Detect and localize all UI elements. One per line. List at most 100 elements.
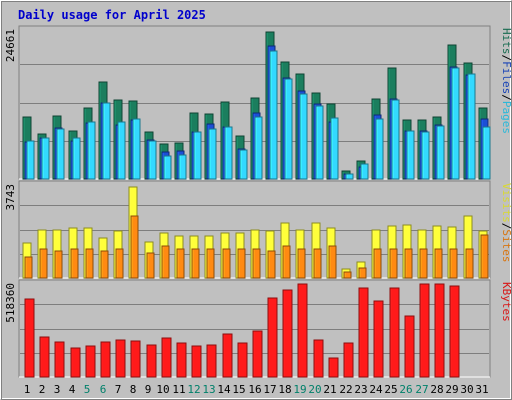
bar-sites-day-2 [39,248,48,279]
bar-pages [72,137,81,180]
x-tick-label: 27 [415,383,428,396]
bar-sites-day-9 [146,252,155,279]
bar-sites-day-30 [465,248,474,279]
y-max-label: 518360 [4,283,17,323]
bar-pages [436,125,445,180]
bar-kbytes [85,345,96,378]
x-tick-label: 21 [323,383,336,396]
bar-kbytes-day-5 [85,345,96,378]
legend-visits: Visits [500,183,512,223]
bar-sites-day-10 [161,245,170,279]
bar-pages-day-26 [406,130,415,180]
bar-pages-day-24 [375,118,384,180]
bar-sites-day-26 [404,248,413,279]
x-tick-label: 3 [54,383,61,396]
bar-kbytes [419,283,430,378]
bar-kbytes [404,315,415,378]
series-legend-kbytes: KBytes [500,282,512,322]
bar-kbytes [206,344,217,378]
bar-pages [102,102,111,180]
legend-files: Files [500,61,512,94]
bar-sites [176,248,185,279]
x-tick-label: 22 [339,383,352,396]
bar-sites [206,248,215,279]
bar-pages [41,137,50,180]
x-tick-label: 12 [187,383,200,396]
bar-sites [389,248,398,279]
panel-kbytes: 518360 KBytes [4,279,512,378]
bar-kbytes-day-29 [449,285,460,378]
bar-pages-day-12 [193,131,202,180]
legend-pages: Pages [500,101,512,134]
bar-kbytes-day-24 [373,300,384,378]
bar-pages-day-18 [284,78,293,180]
bar-kbytes [191,345,202,378]
bar-kbytes [297,283,308,378]
x-tick-label: 20 [308,383,321,396]
bar-pages-day-10 [163,155,172,180]
bar-pages [254,116,263,180]
bar-sites-day-20 [313,248,322,279]
bar-pages [269,50,278,180]
bar-kbytes-day-18 [282,289,293,378]
bar-sites [358,267,367,279]
bar-sites-day-19 [297,248,306,279]
panel-visits: 3743 Visits/Sites [4,180,512,279]
x-tick-label: 7 [115,383,122,396]
bar-kbytes [373,300,384,378]
legend-kbytes: KBytes [500,282,512,322]
bar-sites-day-14 [222,248,231,279]
x-tick-label: 4 [69,383,76,396]
bar-sites [465,248,474,279]
bar-pages [391,99,400,180]
bar-pages-day-8 [132,118,141,180]
bar-pages-day-29 [451,67,460,180]
x-tick-label: 23 [354,383,367,396]
bar-sites-day-29 [449,248,458,279]
bar-sites [146,252,155,279]
bar-pages [56,128,65,180]
bar-pages [406,130,415,180]
bar-pages [178,154,187,180]
bar-pages [163,155,172,180]
bar-pages [87,121,96,180]
bar-pages-day-20 [315,105,324,180]
bar-kbytes [252,330,263,378]
bar-kbytes [146,344,157,378]
bar-kbytes [222,333,233,378]
bar-kbytes [130,340,141,378]
bar-kbytes-day-17 [267,297,278,378]
y-max-label: 24661 [4,29,17,62]
bar-sites-day-27 [419,248,428,279]
bar-pages-day-22 [345,173,354,180]
x-tick-label: 25 [384,383,397,396]
bar-pages [451,67,460,180]
bar-kbytes [313,339,324,378]
bar-sites [39,248,48,279]
bar-sites-day-13 [206,248,215,279]
bar-kbytes-day-21 [328,357,339,378]
bar-pages [375,118,384,180]
x-tick-label: 28 [430,383,443,396]
bar-kbytes-day-14 [222,333,233,378]
bar-sites [480,234,489,279]
x-tick-label: 5 [84,383,91,396]
bar-sites-day-24 [373,248,382,279]
bar-kbytes-day-11 [176,342,187,378]
bar-sites-day-12 [191,248,200,279]
bar-sites [343,271,352,279]
bar-pages [148,140,157,180]
bar-kbytes [176,342,187,378]
bar-sites [267,250,276,279]
x-tick-label: 16 [248,383,261,396]
bar-sites [85,248,94,279]
bar-kbytes [115,339,126,378]
x-tick-label: 10 [156,383,169,396]
bar-pages [345,173,354,180]
bar-sites [191,248,200,279]
bar-pages-day-16 [254,116,263,180]
bar-sites-day-22 [343,271,352,279]
x-tick-label: 2 [39,383,46,396]
bar-sites [282,245,291,279]
